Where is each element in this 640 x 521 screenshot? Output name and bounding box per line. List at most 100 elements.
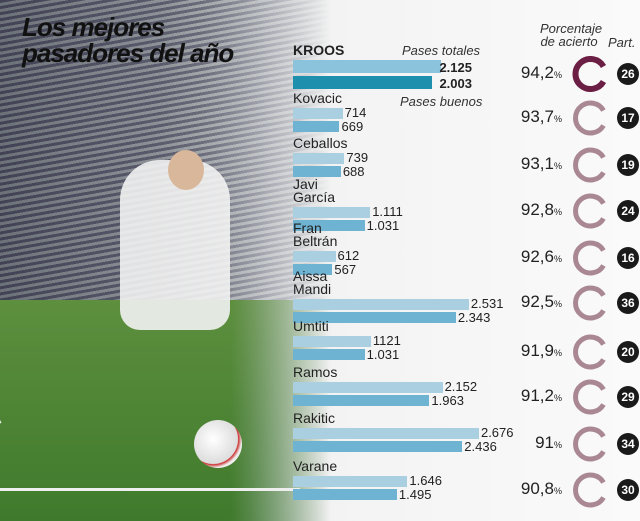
value-total: 612 <box>337 248 360 263</box>
pitch-photo <box>0 300 330 521</box>
accuracy-ring-icon <box>572 285 608 321</box>
bar-good <box>293 441 463 452</box>
value-good: 688 <box>342 164 365 179</box>
bar-good <box>293 264 333 275</box>
player-name: Varane <box>293 459 337 473</box>
player-name: KROOS <box>293 42 345 58</box>
header-good: Pases buenos <box>400 94 483 109</box>
header-line: Porcentaje <box>540 21 603 36</box>
value-total: 1.111 <box>372 204 403 219</box>
matches-badge: 20 <box>617 341 639 363</box>
accuracy-ring-icon <box>572 56 608 92</box>
matches-badge: 24 <box>617 200 639 222</box>
name-line: KROOS <box>293 42 345 58</box>
bar-total <box>293 382 443 393</box>
accuracy-value: 91,2% <box>521 386 562 406</box>
accuracy-number: 93,7 <box>520 107 554 126</box>
accuracy-number: 90,8 <box>520 479 554 498</box>
bar-total <box>293 207 371 218</box>
player-name: Ramos <box>293 364 338 380</box>
matches-badge: 16 <box>617 247 639 269</box>
name-line: Mandi <box>293 281 332 297</box>
ring-arc <box>573 379 606 415</box>
percent-sign: % <box>553 114 562 124</box>
accuracy-value: 92,5% <box>521 292 562 312</box>
accuracy-number: 91,9 <box>520 341 554 360</box>
value-good: 1.031 <box>366 218 400 233</box>
value-good: 1.495 <box>398 487 432 502</box>
accuracy-value: 91% <box>535 433 562 453</box>
percent-sign: % <box>553 393 562 403</box>
accuracy-number: 92,8 <box>520 200 554 219</box>
accuracy-ring-icon <box>572 379 608 415</box>
accuracy-value: 93,7% <box>521 107 562 127</box>
value-total: 2.676 <box>480 425 514 440</box>
player-name: Kovacic <box>293 90 343 106</box>
ring-arc <box>572 56 607 92</box>
percent-sign: % <box>553 486 562 496</box>
accuracy-ring-icon <box>572 472 608 508</box>
ring-arc <box>573 426 606 462</box>
bar-good <box>293 395 430 406</box>
name-line: Beltrán <box>293 233 338 249</box>
accuracy-ring-icon <box>572 426 608 462</box>
ring-arc <box>573 334 606 370</box>
bar-good <box>293 166 341 177</box>
accuracy-value: 91,9% <box>521 341 562 361</box>
bar-good <box>293 121 340 132</box>
matches-badge: 19 <box>617 154 639 176</box>
player-name: Javi García <box>293 177 336 205</box>
football <box>194 420 242 468</box>
player-name: Fran Beltrán <box>293 221 338 249</box>
name-line: Ramos <box>293 364 338 380</box>
value-total: 2.125 <box>439 60 472 75</box>
value-total: 714 <box>344 105 367 120</box>
ring-arc <box>573 240 606 276</box>
matches-badge: 34 <box>617 433 639 455</box>
bar-total <box>293 299 469 310</box>
percent-sign: % <box>553 440 562 450</box>
header-line: de acierto <box>540 34 598 49</box>
accuracy-value: 93,1% <box>521 154 562 174</box>
percent-sign: % <box>553 161 562 171</box>
value-good: 669 <box>341 119 364 134</box>
name-line: García <box>293 189 336 205</box>
pitch-line <box>0 488 300 491</box>
title-line: Los mejores <box>22 12 165 42</box>
value-good: 567 <box>334 262 357 277</box>
matches-badge: 17 <box>617 107 639 129</box>
name-line: Kovacic <box>293 90 343 106</box>
ring-arc <box>573 285 606 321</box>
ring-arc <box>573 193 606 229</box>
matches-badge: 29 <box>617 386 639 408</box>
player-name: Ceballos <box>293 136 347 150</box>
percent-sign: % <box>553 348 562 358</box>
player-name: Umtiti <box>293 319 329 333</box>
accuracy-ring-icon <box>572 193 608 229</box>
value-good: 2.343 <box>457 310 491 325</box>
player-head <box>168 150 204 190</box>
accuracy-number: 92,6 <box>520 247 554 266</box>
accuracy-ring-icon <box>572 240 608 276</box>
header-total: Pases totales <box>402 43 481 58</box>
bar-total <box>293 153 345 164</box>
bar-total <box>293 251 336 262</box>
value-total: 2.152 <box>444 379 478 394</box>
accuracy-number: 92,5 <box>520 292 554 311</box>
name-line: Aissa <box>293 268 328 284</box>
value-good: 2.003 <box>439 76 472 91</box>
bar-total <box>293 476 408 487</box>
player-name: Aissa Mandi <box>293 268 332 297</box>
value-total: 1.646 <box>409 473 442 488</box>
percent-sign: % <box>553 207 562 217</box>
bar-total <box>293 428 479 439</box>
accuracy-value: 92,8% <box>521 200 562 220</box>
player-name: Rakitic <box>293 411 335 425</box>
accuracy-ring-icon <box>572 100 608 136</box>
accuracy-number: 94,2 <box>520 63 554 82</box>
bar-total <box>293 336 371 347</box>
header-matches: Part. <box>608 35 636 50</box>
bar-good <box>293 312 456 323</box>
ring-arc <box>573 100 606 136</box>
